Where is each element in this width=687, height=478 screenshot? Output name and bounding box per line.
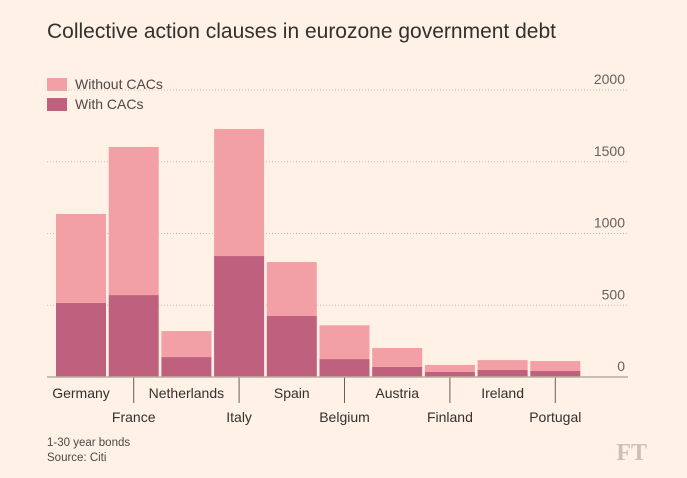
bar-with-cacs bbox=[56, 302, 106, 377]
x-tick-label: Spain bbox=[274, 385, 310, 401]
bar-with-cacs bbox=[108, 295, 159, 377]
x-tick-label: Belgium bbox=[319, 409, 370, 425]
chart-title: Collective action clauses in eurozone go… bbox=[47, 20, 556, 43]
bar-without-cacs bbox=[56, 213, 106, 303]
y-tick-label: 500 bbox=[602, 286, 626, 302]
legend-swatch-with bbox=[47, 97, 67, 111]
bar-without-cacs bbox=[424, 364, 475, 372]
ft-logo: FT bbox=[616, 440, 647, 466]
legend-without-cacs: Without CACs bbox=[47, 76, 163, 92]
x-tick-label: Finland bbox=[427, 409, 473, 425]
bar-without-cacs bbox=[530, 361, 581, 371]
x-tick-label: Portugal bbox=[529, 409, 581, 425]
x-tick-label: France bbox=[112, 409, 156, 425]
x-tick-label: Italy bbox=[226, 409, 252, 425]
bar-with-cacs bbox=[161, 357, 212, 377]
bar-with-cacs bbox=[266, 316, 317, 377]
bar-without-cacs bbox=[372, 348, 423, 367]
bar-with-cacs bbox=[319, 359, 370, 377]
bar-without-cacs bbox=[319, 325, 370, 360]
legend-label: With CACs bbox=[75, 96, 144, 112]
x-tick-label: Ireland bbox=[481, 385, 524, 401]
legend-with-cacs: With CACs bbox=[47, 96, 143, 112]
bar-without-cacs bbox=[108, 146, 159, 296]
bar-with-cacs bbox=[424, 371, 475, 377]
bar-without-cacs bbox=[214, 129, 265, 257]
x-tick-label: Austria bbox=[375, 385, 419, 401]
y-tick-label: 1500 bbox=[594, 143, 625, 159]
y-tick-label: 1000 bbox=[594, 215, 625, 231]
bar-with-cacs bbox=[477, 369, 528, 377]
x-tick-label: Germany bbox=[52, 385, 110, 401]
bar-with-cacs bbox=[214, 256, 265, 377]
bar-with-cacs bbox=[530, 370, 581, 377]
source: Source: Citi bbox=[47, 452, 107, 464]
note-bonds: 1-30 year bonds bbox=[47, 437, 131, 449]
bar-with-cacs bbox=[372, 366, 423, 377]
legend-label: Without CACs bbox=[75, 76, 163, 92]
y-tick-label: 2000 bbox=[594, 71, 625, 87]
y-tick-label: 0 bbox=[617, 358, 625, 374]
notes: 1-30 year bonds Source: Citi bbox=[47, 436, 130, 466]
bar-without-cacs bbox=[266, 262, 317, 317]
legend-swatch-without bbox=[47, 77, 67, 91]
bar-without-cacs bbox=[161, 331, 212, 358]
x-tick-label: Netherlands bbox=[149, 385, 225, 401]
bar-without-cacs bbox=[477, 360, 528, 370]
